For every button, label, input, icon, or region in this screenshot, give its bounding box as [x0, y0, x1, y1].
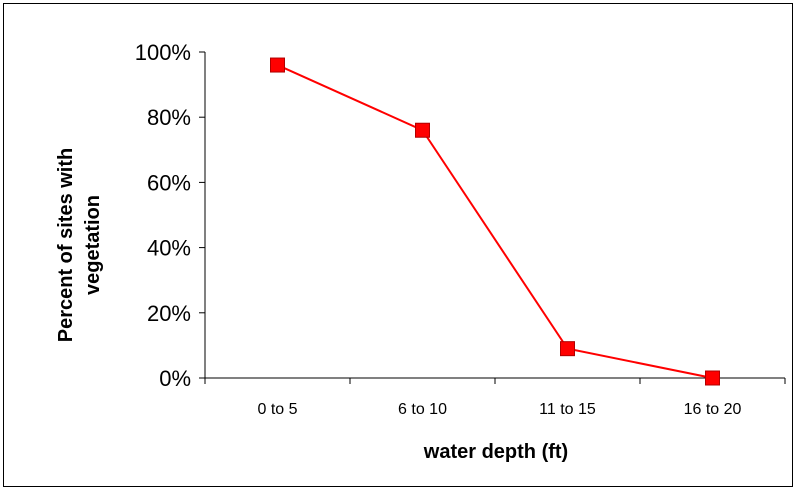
y-axis-title: Percent of sites with vegetation [55, 148, 104, 343]
y-tick-label: 60% [147, 170, 191, 195]
data-point-marker [416, 123, 430, 137]
x-tick-label: 6 to 10 [398, 401, 447, 418]
y-tick-label: 20% [147, 301, 191, 326]
y-tick-label: 40% [147, 236, 191, 261]
y-axis-title-line-2: vegetation [82, 195, 104, 295]
data-point-marker [561, 342, 575, 356]
x-tick-label: 11 to 15 [539, 401, 596, 418]
axes [205, 52, 785, 378]
series-line [278, 65, 713, 378]
y-tick-label: 0% [159, 366, 191, 391]
x-tick-label: 0 to 5 [257, 401, 297, 418]
y-axis-ticks: 0% 20% 40% 60% 80% 100% [135, 40, 205, 391]
y-tick-label: 100% [135, 40, 191, 65]
data-point-marker [706, 371, 720, 385]
y-axis-title-line-1: Percent of sites with [55, 148, 77, 343]
y-tick-label: 80% [147, 105, 191, 130]
data-point-marker [271, 58, 285, 72]
x-tick-label: 16 to 20 [684, 401, 742, 418]
series-layer [271, 58, 720, 385]
x-axis-title: water depth (ft) [423, 441, 568, 463]
x-axis-ticks: 0 to 5 6 to 10 11 to 15 16 to 20 [205, 378, 785, 418]
